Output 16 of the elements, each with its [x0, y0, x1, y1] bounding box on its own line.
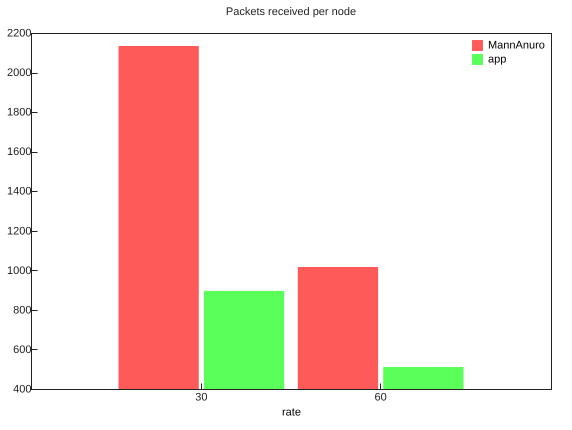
- y-tick-label: 1800: [7, 106, 32, 119]
- legend-label: app: [488, 54, 506, 66]
- x-tick-label: 30: [195, 392, 208, 404]
- x-tick-label: 60: [374, 392, 387, 404]
- y-tick-label: 2000: [7, 67, 32, 80]
- y-tick-label: 600: [13, 344, 32, 356]
- y-tick-label: 1400: [7, 186, 32, 198]
- y-tick-label: 1600: [7, 146, 32, 158]
- y-tick-label: 800: [13, 304, 32, 316]
- legend-label: MannAnuro: [488, 40, 545, 52]
- y-tick-label: 400: [13, 384, 32, 396]
- y-tick-label: 1200: [7, 225, 32, 238]
- x-axis-title: rate: [282, 406, 301, 418]
- chart-title: Packets received per node: [226, 6, 356, 18]
- y-tick-label: 1000: [7, 264, 32, 277]
- y-tick-label: 2200: [7, 28, 32, 40]
